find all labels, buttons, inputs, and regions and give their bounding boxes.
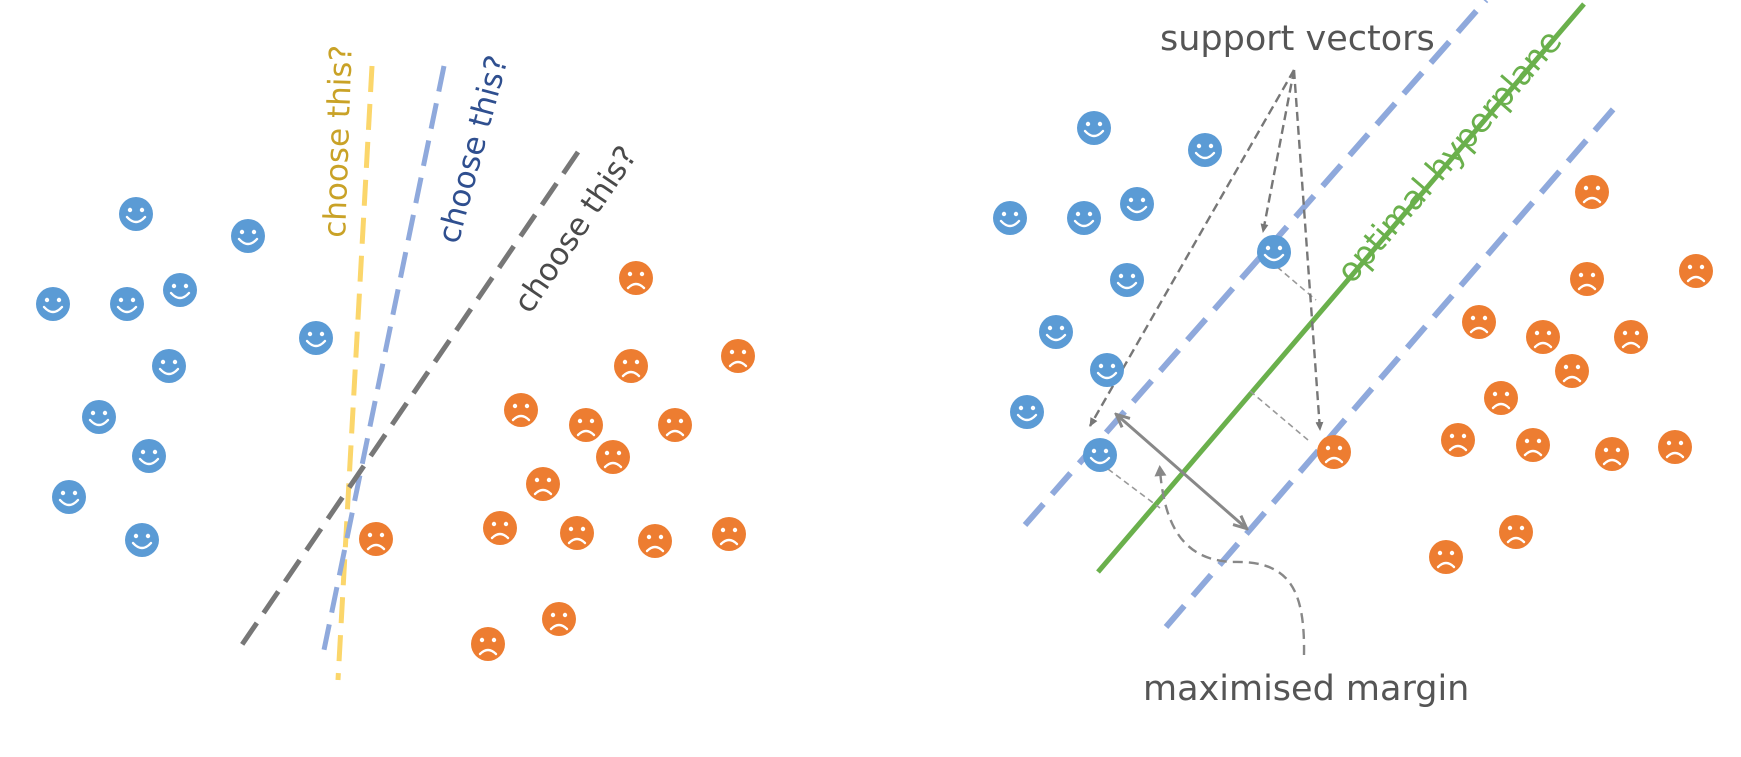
frowny-face-icon: [359, 522, 393, 556]
frowny-face-icon: [1595, 437, 1629, 471]
frowny-face-icon: [1526, 320, 1560, 354]
smiley-face-icon: [132, 439, 166, 473]
frowny-face-icon: [560, 516, 594, 550]
frowny-face-icon: [1429, 540, 1463, 574]
smiley-face-icon: [1188, 133, 1222, 167]
perpendicular-guide-3: [1099, 462, 1161, 509]
frowny-face-icon: [1462, 305, 1496, 339]
margin-pointer-curve: [1154, 465, 1306, 656]
perpendicular-guide-2: [1249, 390, 1309, 441]
smiley-face-icon: [1077, 111, 1111, 145]
frowny-face-icon: [1317, 435, 1351, 469]
smiley-face-icon: [299, 321, 333, 355]
frowny-face-icon: [1614, 320, 1648, 354]
candidate-line-blue: [321, 65, 447, 651]
frowny-face-icon: [721, 339, 755, 373]
optimal-hyperplane-label: optimal hyperplane: [1329, 22, 1570, 291]
frowny-face-icon: [542, 602, 576, 636]
candidate-line-gray: [234, 150, 581, 654]
frowny-face-icon: [1555, 354, 1589, 388]
right-panel: support vectors optimal hyperplane maxim…: [993, 0, 1713, 709]
frowny-face-icon: [1499, 515, 1533, 549]
right-points: [993, 111, 1713, 574]
frowny-face-icon: [619, 261, 653, 295]
frowny-face-icon: [504, 393, 538, 427]
frowny-face-icon: [596, 440, 630, 474]
frowny-face-icon: [638, 524, 672, 558]
frowny-face-icon: [1575, 175, 1609, 209]
margin-arrow: [1117, 415, 1246, 528]
frowny-face-icon: [1570, 262, 1604, 296]
frowny-face-icon: [471, 627, 505, 661]
frowny-face-icon: [1516, 428, 1550, 462]
frowny-face-icon: [658, 408, 692, 442]
frowny-face-icon: [569, 408, 603, 442]
smiley-face-icon: [1083, 438, 1117, 472]
smiley-face-icon: [125, 523, 159, 557]
smiley-face-icon: [110, 287, 144, 321]
support-arrow-2: [1260, 69, 1296, 233]
smiley-face-icon: [36, 287, 70, 321]
maximised-margin-label: maximised margin: [1143, 669, 1469, 709]
support-vectors-label: support vectors: [1160, 19, 1435, 59]
frowny-face-icon: [614, 349, 648, 383]
margin-line-upper: [1022, 0, 1489, 527]
smiley-face-icon: [82, 400, 116, 434]
candidate-label-yellow: choose this?: [317, 44, 360, 238]
left-panel: choose this? choose this? choose this?: [36, 44, 755, 681]
candidate-label-blue: choose this?: [431, 52, 516, 247]
frowny-face-icon: [1679, 254, 1713, 288]
smiley-face-icon: [1120, 187, 1154, 221]
smiley-face-icon: [231, 219, 265, 253]
smiley-face-icon: [1067, 201, 1101, 235]
smiley-face-icon: [1090, 353, 1124, 387]
frowny-face-icon: [483, 511, 517, 545]
support-arrow-3: [1292, 69, 1324, 431]
smiley-face-icon: [52, 480, 86, 514]
smiley-face-icon: [163, 273, 197, 307]
smiley-face-icon: [152, 349, 186, 383]
frowny-face-icon: [1441, 423, 1475, 457]
frowny-face-icon: [1484, 381, 1518, 415]
smiley-face-icon: [1039, 315, 1073, 349]
left-points: [36, 197, 755, 661]
candidate-line-yellow: [335, 65, 375, 681]
smiley-face-icon: [1110, 263, 1144, 297]
smiley-face-icon: [1010, 395, 1044, 429]
frowny-face-icon: [712, 517, 746, 551]
smiley-face-icon: [119, 197, 153, 231]
smiley-face-icon: [993, 201, 1027, 235]
support-arrow-1: [1088, 69, 1296, 427]
smiley-face-icon: [1257, 235, 1291, 269]
frowny-face-icon: [526, 467, 560, 501]
frowny-face-icon: [1658, 430, 1692, 464]
margin-line-lower: [1163, 104, 1619, 629]
